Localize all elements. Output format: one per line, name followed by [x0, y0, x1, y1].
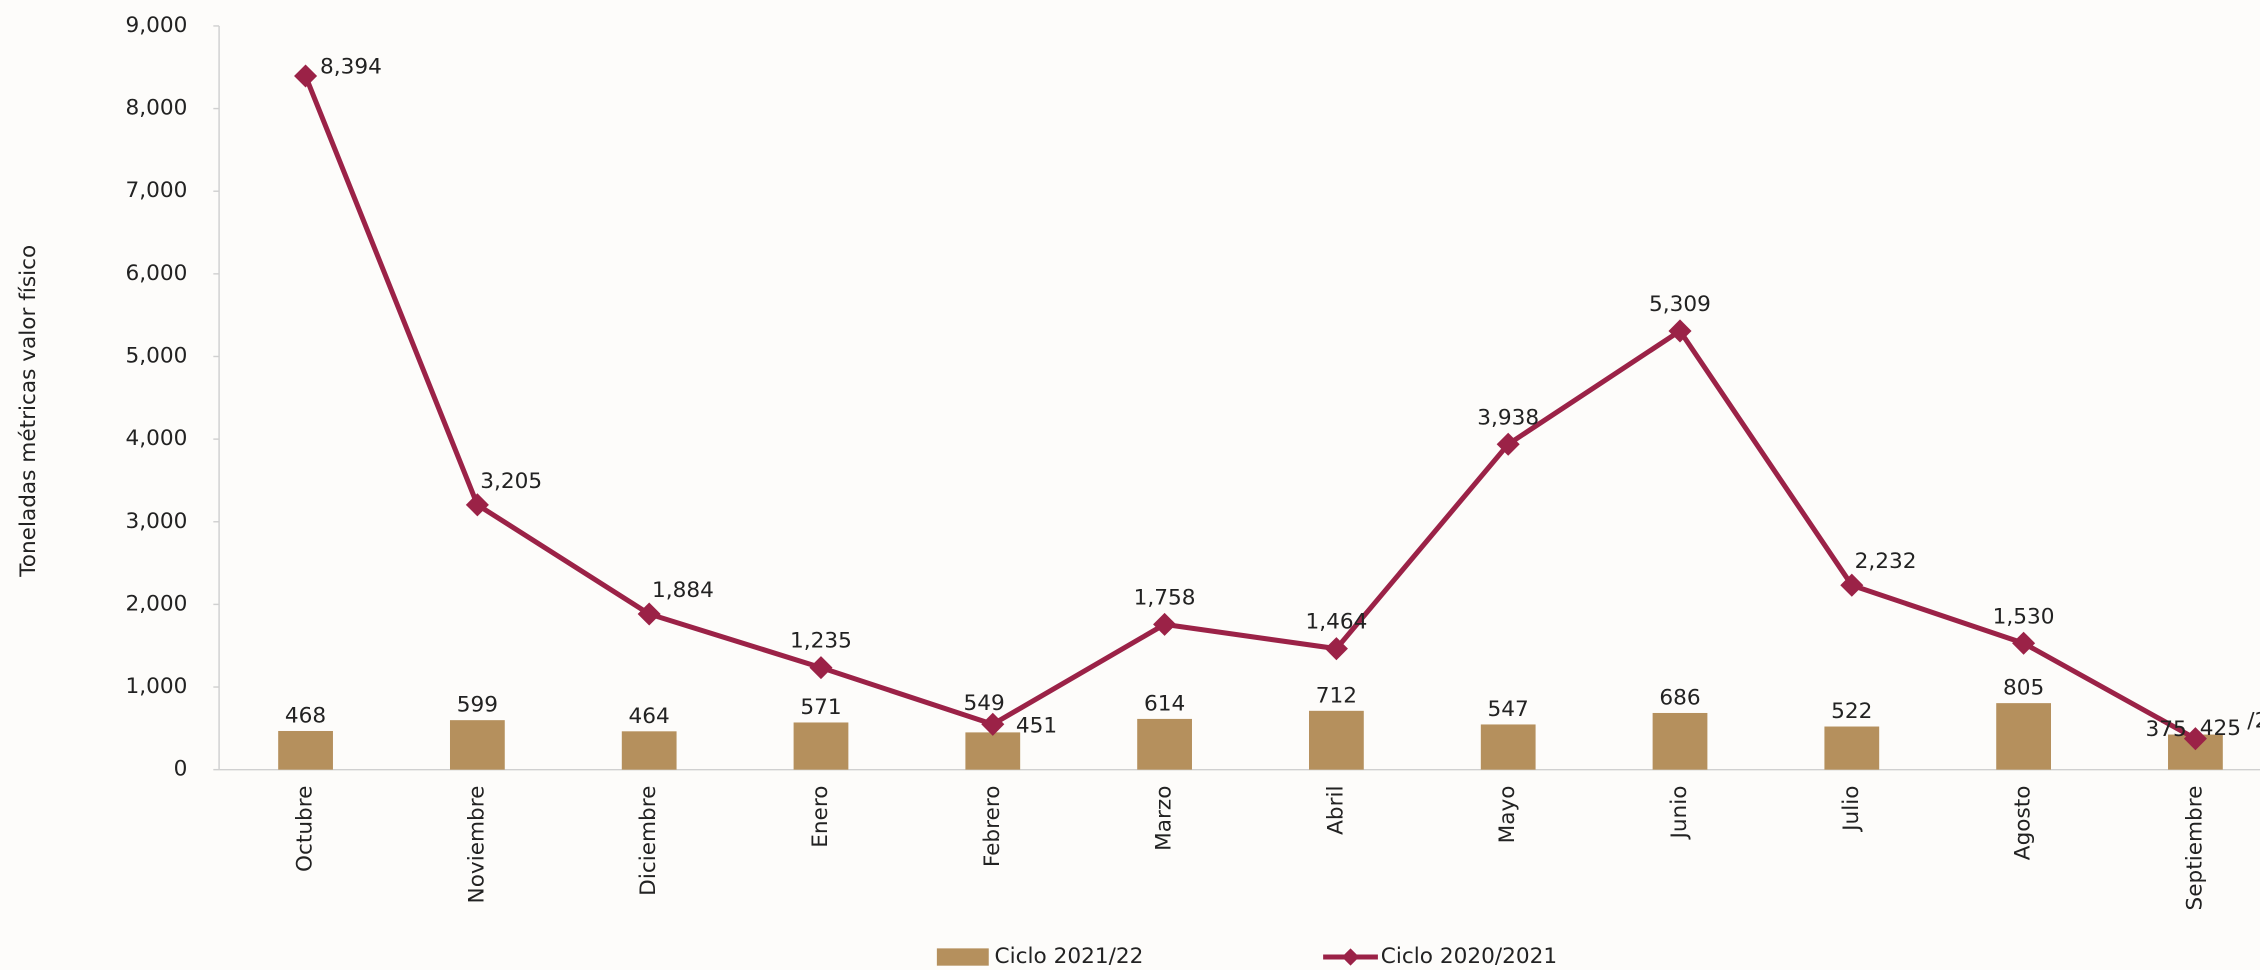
line-value-label: 2,232	[1855, 549, 1917, 574]
y-tick-label: 4,000	[126, 426, 188, 451]
x-tick-label: Octubre	[293, 786, 318, 872]
bar	[793, 722, 849, 770]
line-value-label: 1,235	[790, 629, 852, 654]
line-value-label: 1,884	[652, 578, 714, 603]
legend-label: Ciclo 2020/2021	[1381, 944, 1557, 969]
bar-value-label: 712	[1316, 683, 1357, 708]
line-value-label: 1,758	[1134, 585, 1196, 610]
x-tick-label: Septiembre	[2182, 786, 2207, 911]
x-tick-label: Enero	[808, 786, 833, 848]
bar-value-label: 805	[2003, 676, 2044, 701]
line-value-label: 1,530	[1993, 604, 2055, 629]
y-tick-label: 3,000	[126, 509, 188, 534]
bar	[449, 720, 505, 770]
note-marker: /2	[2247, 709, 2260, 734]
bar-value-label: 522	[1831, 699, 1872, 724]
y-axis-title: Toneladas métricas valor físico	[16, 245, 41, 578]
line-value-label: 375	[2146, 717, 2187, 742]
bar-value-label: 571	[800, 695, 841, 720]
bar	[1480, 724, 1536, 770]
y-tick-label: 8,000	[126, 96, 188, 121]
x-tick-label: Febrero	[980, 786, 1005, 868]
line-value-label: 3,205	[480, 469, 542, 494]
x-tick-label: Diciembre	[636, 786, 661, 896]
line-value-label: 3,938	[1477, 405, 1539, 430]
bar	[621, 731, 677, 770]
x-tick-label: Junio	[1667, 786, 1692, 841]
y-tick-label: 6,000	[126, 261, 188, 286]
bar	[1996, 703, 2051, 770]
bar	[965, 732, 1021, 770]
line-marker	[465, 493, 489, 517]
bar	[278, 730, 333, 770]
x-tick-label: Marzo	[1152, 786, 1177, 851]
bar-value-label: 599	[457, 693, 498, 718]
bar-value-label: 464	[629, 704, 670, 729]
bar	[1824, 726, 1880, 770]
x-tick-label: Noviembre	[464, 786, 489, 904]
bar-value-label: 547	[1488, 697, 1529, 722]
legend-label: Ciclo 2021/22	[995, 944, 1144, 969]
bar-value-label: 686	[1659, 686, 1700, 711]
bar-value-label: 451	[1016, 714, 1057, 739]
bar-value-label: 468	[285, 704, 326, 729]
line	[303, 75, 2197, 741]
line-marker	[2012, 631, 2036, 655]
bar	[1309, 710, 1364, 770]
y-tick-label: 1,000	[126, 674, 188, 699]
y-tick-label: 9,000	[126, 13, 188, 38]
bar	[1137, 718, 1192, 770]
line-value-label: 549	[964, 691, 1005, 716]
line-marker	[1668, 319, 1692, 343]
bar-value-label: 614	[1144, 692, 1185, 717]
line-value-label: 5,309	[1649, 292, 1711, 317]
line-value-label: 1,464	[1305, 610, 1367, 635]
x-tick-label: Agosto	[2011, 786, 2036, 861]
legend-swatch	[936, 948, 989, 966]
y-tick-label: 5,000	[126, 343, 188, 368]
line-marker	[2183, 727, 2207, 751]
x-tick-label: Julio	[1839, 786, 1864, 833]
line-value-label: 8,394	[320, 54, 382, 79]
y-tick-label: 0	[174, 757, 188, 782]
x-tick-label: Mayo	[1495, 786, 1520, 844]
bar-value-label: 425	[2200, 716, 2241, 741]
y-tick-label: 2,000	[126, 591, 188, 616]
line-marker	[1496, 432, 1520, 456]
x-tick-label: Abril	[1323, 786, 1348, 835]
y-tick-label: 7,000	[126, 178, 188, 203]
bar	[1652, 712, 1708, 770]
